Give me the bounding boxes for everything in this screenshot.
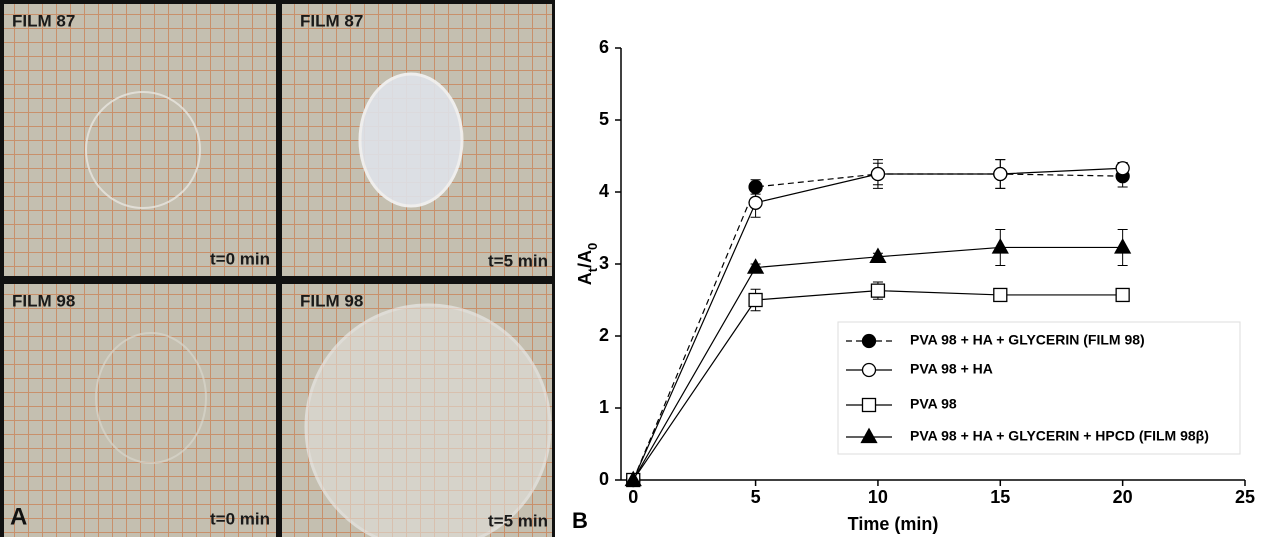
x-axis-label: Time (min) — [848, 514, 939, 534]
legend-marker — [863, 335, 876, 348]
legend-label: PVA 98 + HA + GLYCERIN (FILM 98) — [910, 332, 1145, 348]
page: FILM 87 t=0 min FILM 87 t=5 min FILM 98 … — [0, 0, 1271, 537]
y-axis-label-part: 0 — [585, 243, 600, 250]
legend-label: PVA 98 + HA + GLYCERIN + HPCD (FILM 98β) — [910, 428, 1209, 444]
film-sample — [360, 74, 462, 206]
photo-time: t=5 min — [488, 511, 548, 530]
marker — [994, 168, 1007, 181]
photo-label: FILM 98 — [12, 291, 75, 310]
legend-marker — [863, 399, 876, 412]
x-tick-label: 5 — [751, 487, 761, 507]
y-axis-label-part: A — [575, 272, 595, 285]
y-axis-label-part: /A — [575, 250, 595, 268]
y-tick-label: 0 — [599, 469, 609, 489]
x-tick-label: 10 — [868, 487, 888, 507]
legend-label: PVA 98 + HA — [910, 361, 993, 377]
y-tick-label: 4 — [599, 181, 609, 201]
marker — [870, 249, 885, 262]
y-axis-label: At/A0 — [575, 243, 600, 286]
x-tick-label: 20 — [1113, 487, 1133, 507]
photo — [4, 4, 276, 276]
marker — [1115, 239, 1130, 253]
marker — [749, 294, 762, 307]
y-tick-label: 6 — [599, 37, 609, 57]
panel-letter: A — [10, 503, 27, 530]
marker — [749, 196, 762, 209]
legend-marker — [863, 364, 876, 377]
marker — [994, 288, 1007, 301]
film-sample — [306, 305, 550, 537]
x-tick-label: 0 — [628, 487, 638, 507]
legend: PVA 98 + HA + GLYCERIN (FILM 98) PVA 98 +… — [838, 322, 1240, 454]
marker — [748, 260, 763, 274]
marker — [1116, 162, 1129, 175]
figure: FILM 87 t=0 min FILM 87 t=5 min FILM 98 … — [0, 0, 1271, 537]
photo-time: t=5 min — [488, 251, 548, 270]
x-tick-label: 25 — [1235, 487, 1255, 507]
photo-time: t=0 min — [210, 509, 270, 528]
panel-letter: B — [572, 508, 588, 533]
photo-time: t=0 min — [210, 249, 270, 268]
photo-label: FILM 87 — [300, 11, 363, 30]
marker — [871, 168, 884, 181]
y-tick-label: 3 — [599, 253, 609, 273]
photo-label: FILM 98 — [300, 291, 363, 310]
marker — [993, 239, 1008, 253]
photo — [4, 284, 276, 537]
legend-label: PVA 98 — [910, 396, 957, 412]
marker — [1116, 288, 1129, 301]
y-tick-label: 1 — [599, 397, 609, 417]
y-tick-label: 2 — [599, 325, 609, 345]
photo-label: FILM 87 — [12, 11, 75, 30]
marker — [871, 284, 884, 297]
x-tick-label: 15 — [990, 487, 1010, 507]
y-tick-label: 5 — [599, 109, 609, 129]
